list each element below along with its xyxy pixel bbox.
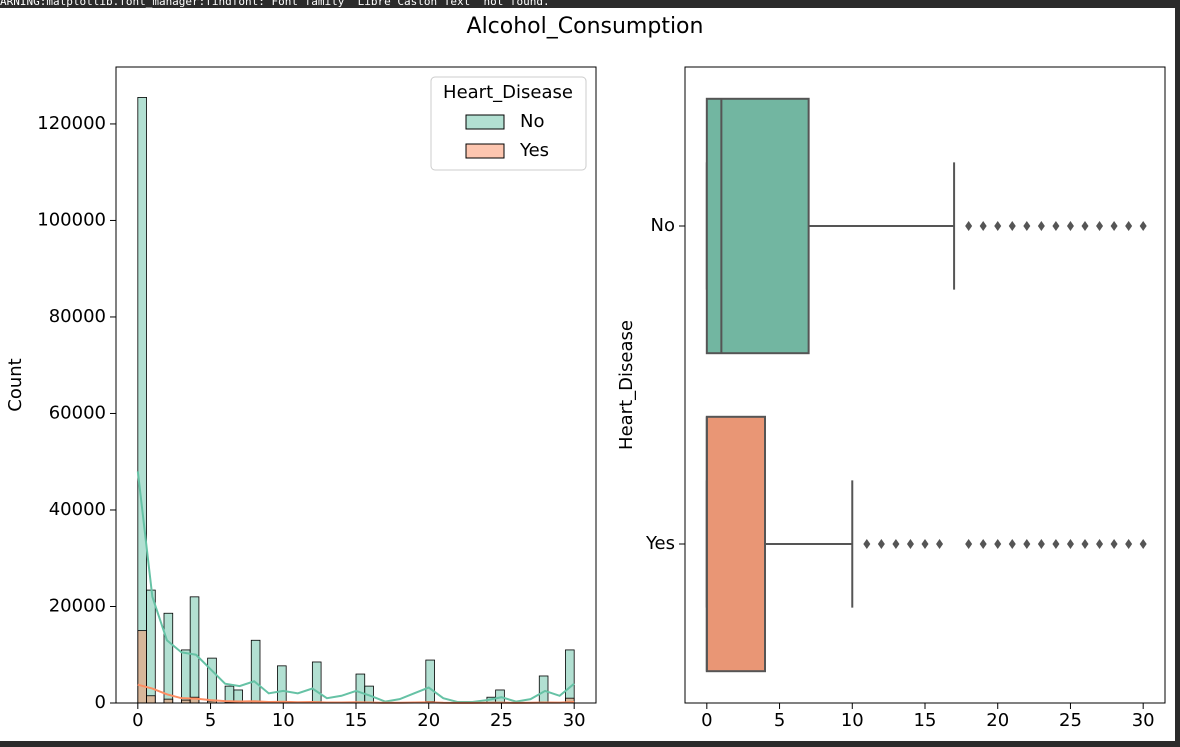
y-tick-label: 60000 [49, 402, 106, 423]
kde-line [136, 471, 575, 704]
outlier [863, 539, 871, 549]
outlier [1096, 539, 1104, 549]
hist-bar [189, 596, 200, 704]
outlier [1008, 539, 1016, 549]
hist-bar [181, 649, 191, 704]
y-tick-label: Yes [645, 533, 675, 554]
outlier [1096, 221, 1104, 231]
outlier [979, 539, 987, 549]
outlier [936, 539, 944, 549]
legend-title: Heart_Disease [443, 82, 573, 103]
outlier [1037, 539, 1045, 549]
hist-bar [250, 639, 261, 704]
x-tick-label: 15 [914, 710, 937, 731]
legend-label: Yes [519, 140, 549, 161]
outlier [1023, 539, 1031, 549]
outlier [1066, 539, 1074, 549]
figure-title: Alcohol_Consumption [467, 14, 704, 39]
x-tick-label: 30 [1132, 710, 1155, 731]
y-tick-label: 100000 [37, 209, 106, 230]
outlier [1110, 221, 1118, 231]
frame-bottom [0, 741, 1180, 747]
outlier [965, 221, 973, 231]
outlier [965, 539, 973, 549]
x-tick-label: 25 [490, 710, 513, 731]
hist-bar [355, 673, 366, 704]
outlier [1081, 221, 1089, 231]
outlier [1125, 539, 1133, 549]
y-tick-label: 0 [95, 692, 106, 713]
outlier [1023, 221, 1031, 231]
outlier [979, 221, 987, 231]
outlier [1008, 221, 1016, 231]
hist-bar [163, 698, 174, 704]
frame-right [1175, 0, 1180, 747]
legend-swatch [465, 114, 505, 130]
x-tick-label: 10 [841, 710, 864, 731]
x-tick-label: 5 [205, 710, 216, 731]
y-tick-label: No [651, 215, 675, 236]
hist-bar [137, 630, 147, 704]
console-bar [0, 0, 1180, 8]
hist-bar [163, 612, 174, 704]
box [705, 97, 810, 355]
outlier [1110, 539, 1118, 549]
outlier [1139, 539, 1147, 549]
legend-label: No [520, 111, 544, 132]
outlier [994, 221, 1002, 231]
outlier [1052, 539, 1060, 549]
outlier [906, 539, 914, 549]
hist-bar [277, 665, 287, 704]
outlier [1125, 221, 1133, 231]
legend-swatch [465, 143, 505, 159]
y-tick-label: 120000 [37, 113, 106, 134]
outlier [1081, 539, 1089, 549]
x-tick-label: 0 [132, 710, 143, 731]
outlier [921, 539, 929, 549]
outlier [994, 539, 1002, 549]
hist-bar [137, 97, 147, 704]
hist-bar [425, 659, 435, 704]
hist-bar [311, 661, 322, 704]
y-tick-label: 80000 [49, 306, 106, 327]
x-tick-label: 10 [272, 710, 295, 731]
hist-bar [146, 589, 156, 704]
outlier [1066, 221, 1074, 231]
outlier [1052, 221, 1060, 231]
hist-bar [207, 657, 217, 704]
warning-text: ARNING:matplotlib.font_manager:findfont:… [0, 0, 550, 8]
hist-bar [538, 675, 549, 704]
y-tick-label: 40000 [49, 499, 106, 520]
y-tick-label: 20000 [49, 595, 106, 616]
y-axis-label: Heart_Disease [616, 320, 637, 450]
outlier [1037, 221, 1045, 231]
y-axis-label: Count [5, 358, 26, 411]
x-tick-label: 25 [1059, 710, 1082, 731]
x-tick-label: 0 [701, 710, 712, 731]
x-tick-label: 20 [417, 710, 440, 731]
outlier [877, 539, 885, 549]
x-tick-label: 5 [774, 710, 785, 731]
x-tick-label: 30 [563, 710, 586, 731]
box [705, 415, 766, 673]
x-tick-label: 15 [345, 710, 368, 731]
hist-bar [565, 649, 575, 704]
outlier [892, 539, 900, 549]
x-tick-label: 20 [986, 710, 1009, 731]
outlier [1139, 221, 1147, 231]
hist-bar [146, 695, 156, 704]
